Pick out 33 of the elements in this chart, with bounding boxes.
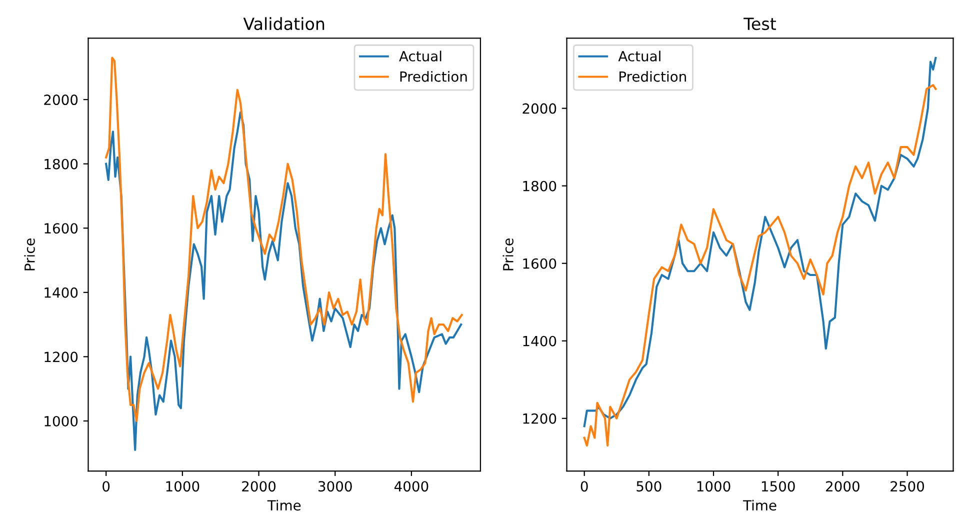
y-axis-title: Price (502, 238, 514, 270)
x-tick-label: 3000 (318, 481, 352, 492)
x-tick-label: 1000 (166, 481, 200, 492)
legend-label: Prediction (620, 71, 686, 82)
x-tick-label: 1500 (762, 481, 795, 492)
y-tick-label: 2000 (44, 94, 78, 106)
y-tick-label: 1800 (523, 180, 556, 192)
x-tick-label: 1000 (697, 481, 730, 492)
x-tick-label: 2000 (242, 481, 276, 492)
y-tick-label: 1800 (44, 158, 78, 170)
line-series (105, 111, 462, 451)
legend-label: Actual (399, 50, 442, 62)
chart-title: Test (744, 18, 776, 30)
y-tick-label: 1400 (523, 336, 556, 346)
x-axis-title: Time (267, 500, 301, 511)
x-tick-label: 4000 (394, 481, 428, 492)
x-tick-label: 0 (580, 481, 588, 492)
chart-title: Validation (243, 17, 324, 30)
y-tick-label: 1600 (44, 223, 78, 234)
y-tick-label: 1200 (523, 413, 556, 424)
legend-label: Actual (618, 50, 660, 62)
x-tick-label: 500 (636, 481, 662, 492)
y-tick-label: 1200 (44, 352, 78, 362)
y-tick-label: 1000 (44, 416, 78, 426)
legend-label: Prediction (400, 71, 467, 82)
x-axis-title: Time (742, 500, 776, 511)
x-tick-label: 2000 (826, 481, 860, 492)
x-tick-label: 2500 (890, 481, 924, 492)
x-tick-label: 0 (102, 481, 110, 492)
y-tick-label: 1600 (523, 258, 556, 269)
y-tick-label: 2000 (522, 103, 556, 114)
y-tick-label: 1400 (44, 287, 78, 298)
y-axis-title: Price (24, 238, 35, 270)
